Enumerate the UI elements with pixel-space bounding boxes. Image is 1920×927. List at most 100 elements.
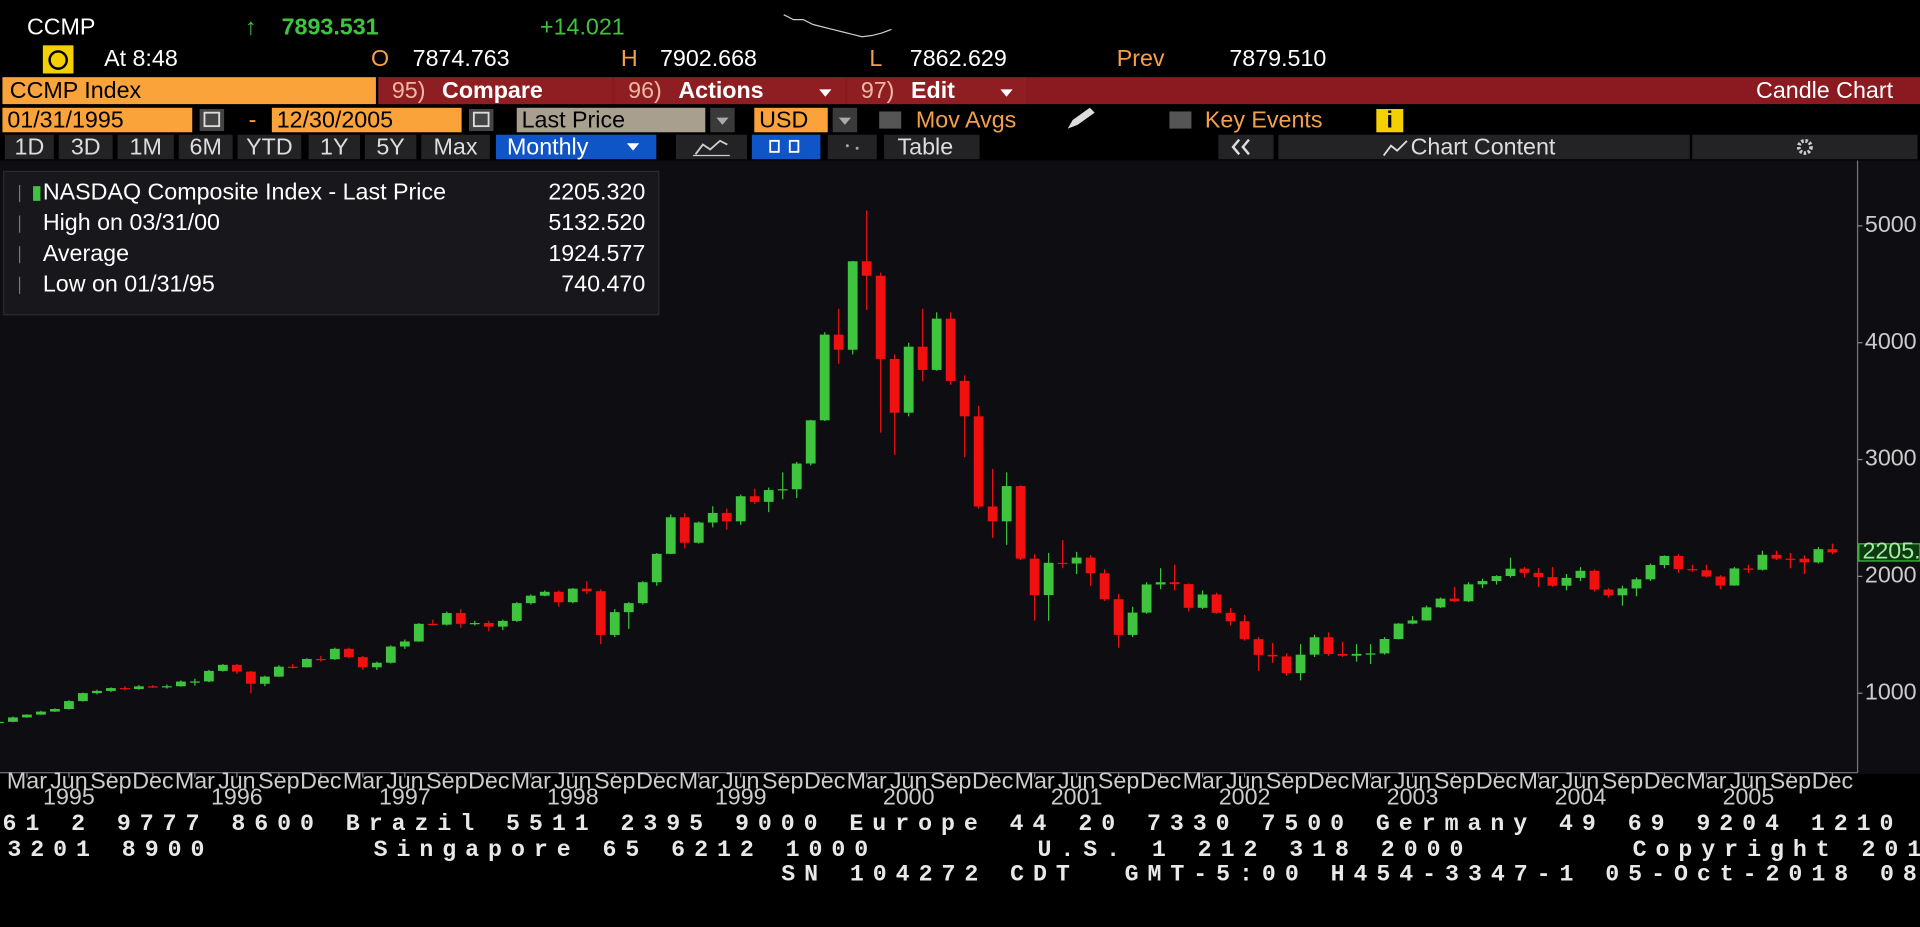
menu-label[interactable]: Compare [442,77,543,103]
candle-body [693,522,704,543]
end-date-field[interactable] [271,107,462,133]
candle-body [231,664,242,672]
menu-dropdown [1000,89,1013,97]
candle-body [0,721,4,724]
period-label[interactable]: 6M [190,133,222,159]
x-tick-label: Mar [847,768,887,794]
frequency-select[interactable] [495,134,657,160]
candle-body [1337,653,1348,656]
candle-body [945,318,956,381]
candle-chart-button[interactable] [751,134,821,160]
candle-body [679,517,690,543]
candle-body [623,603,634,613]
candle-icon [769,139,780,153]
period-button[interactable] [421,134,490,160]
candle-body [1799,558,1810,563]
period-label[interactable]: Max [434,133,478,159]
table-button[interactable] [884,134,980,160]
legend-box [3,170,660,316]
legend-value: 740.470 [561,270,645,296]
candle-body [78,693,88,702]
year-label: 2002 [1219,784,1271,810]
candle-body [735,496,746,522]
period-button[interactable] [237,134,302,160]
legend-label: Average [43,240,129,266]
low-value: 7862.629 [910,45,1007,71]
security-field[interactable] [2,77,376,105]
collapse-button[interactable] [1218,134,1274,160]
x-tick-label: Mar [1686,768,1726,794]
candle-body [162,686,172,688]
menu-button[interactable] [378,77,613,105]
candle-body [973,416,984,507]
period-label[interactable]: 3D [71,133,101,159]
candle-body [1043,562,1054,596]
key-events-checkbox[interactable] [1169,111,1192,129]
x-tick-label: Jun [218,768,256,794]
candles [0,210,1838,724]
x-tick-label: Dec [804,768,846,794]
field-select[interactable] [516,107,706,133]
period-button[interactable] [308,134,360,160]
frequency[interactable]: Monthly [507,133,589,159]
x-tick-label: Mar [175,768,215,794]
start-date-field[interactable] [2,107,193,133]
period-button[interactable] [58,134,113,160]
candle-body [469,623,480,625]
candle-body [1071,557,1082,564]
candle-body [819,334,830,421]
candle-body [1421,607,1432,621]
period-button[interactable] [4,134,54,160]
period-label[interactable]: 1M [130,133,162,159]
candle-body [343,648,354,658]
menu-number[interactable]: 97) [861,77,895,103]
currency-select[interactable] [754,107,828,133]
info-letter[interactable]: i [1387,106,1393,132]
info-icon[interactable] [1376,109,1404,133]
period-label[interactable]: 1Y [320,133,348,159]
up-arrow: ↑ [245,13,257,39]
table-label[interactable]: Table [898,133,954,159]
period-label[interactable]: YTD [246,133,292,159]
period-button[interactable] [117,134,174,160]
chart-content-button[interactable] [1278,134,1690,160]
menu-number[interactable]: 95) [392,77,426,103]
candle-body [763,490,774,502]
candle-body [777,489,788,491]
x-tick-label: Dec [132,768,174,794]
menu-button[interactable] [847,77,1027,105]
candle-body [315,658,326,661]
year-label: 1996 [211,784,263,810]
menu-label[interactable]: Edit [911,77,955,103]
prev-label: Prev [1117,45,1165,71]
more-dot [855,146,859,150]
chart-content-label[interactable]: Chart Content [1411,133,1556,159]
x-tick-label: Sep [1434,768,1475,794]
settings-button[interactable] [1692,134,1918,160]
candle-body [1169,582,1180,585]
key-events-label[interactable]: Key Events [1205,106,1323,132]
candle-body [847,261,858,350]
candle-body [1449,598,1460,602]
menu-number[interactable]: 96) [628,77,662,103]
period-label[interactable]: 1D [15,133,45,159]
x-tick-label: Mar [1183,768,1223,794]
x-tick-label: Jun [1730,768,1768,794]
candle-body [861,261,872,276]
menu-label[interactable]: Actions [678,77,763,103]
x-tick-label: Sep [1098,768,1139,794]
period-button[interactable] [364,134,417,160]
candle-body [106,688,116,691]
mov-avgs-checkbox[interactable] [879,111,902,129]
more-button[interactable] [827,134,877,160]
mov-avgs-label[interactable]: Mov Avgs [916,106,1016,132]
period-label[interactable]: 5Y [376,133,404,159]
candle-body [931,318,942,370]
low-label: L [869,45,882,71]
candle-body [175,681,186,687]
candle-body [1645,565,1656,580]
candle-body [1603,589,1614,596]
period-button[interactable] [178,134,233,160]
menu-button[interactable] [614,77,845,105]
